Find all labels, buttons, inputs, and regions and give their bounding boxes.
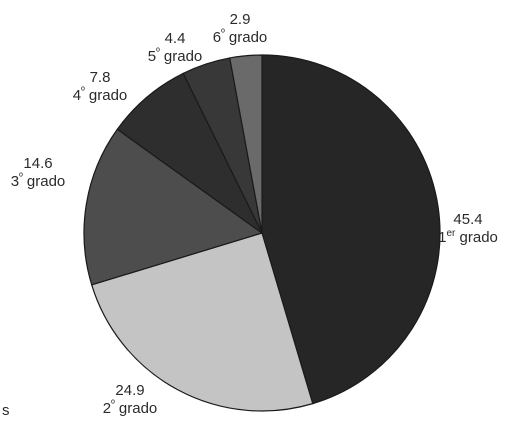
slice-name: 1 — [438, 229, 446, 246]
slice-name: 3 — [11, 173, 19, 190]
slice-name: 5 — [148, 48, 156, 65]
slice-label-4: 7.8 4º grado — [73, 69, 128, 104]
slice-value: 14.6 — [23, 155, 52, 172]
slice-name-suffix: º — [156, 47, 160, 58]
slice-name-suffix: º — [221, 28, 225, 39]
slice-name-suffix: º — [111, 399, 115, 410]
slice-name-suffix: º — [81, 86, 85, 97]
pie-slices — [83, 54, 441, 412]
slice-value: 24.9 — [115, 382, 144, 399]
slice-name-rest: grado — [115, 400, 158, 417]
pie-slice-6 — [229, 54, 263, 234]
pie-slice-3 — [83, 128, 263, 286]
edge-text: s — [2, 402, 10, 419]
slice-label-6: 2.9 6º grado — [213, 11, 268, 46]
slice-label-2: 24.9 2º grado — [103, 382, 158, 417]
slice-name-suffix: º — [19, 172, 23, 183]
slice-label-1: 45.4 1er grado — [438, 211, 498, 246]
slice-value: 45.4 — [453, 211, 482, 228]
slice-name: 6 — [213, 29, 221, 46]
slice-label-3: 14.6 3º grado — [11, 155, 66, 190]
slice-name: 4 — [73, 87, 81, 104]
slice-name-rest: grado — [225, 29, 268, 46]
slice-name-rest: grado — [455, 229, 498, 246]
pie-slice-1 — [261, 54, 441, 405]
slice-value: 4.4 — [165, 30, 186, 47]
slice-name-rest: grado — [160, 48, 203, 65]
slice-name-rest: grado — [23, 173, 66, 190]
slice-name: 2 — [103, 400, 111, 417]
slice-name-suffix: er — [446, 228, 456, 239]
slice-label-5: 4.4 5º grado — [148, 30, 203, 65]
slice-value: 2.9 — [230, 11, 251, 28]
pie-slice-2 — [91, 232, 314, 412]
slice-value: 7.8 — [90, 69, 111, 86]
slice-name-rest: grado — [85, 87, 128, 104]
